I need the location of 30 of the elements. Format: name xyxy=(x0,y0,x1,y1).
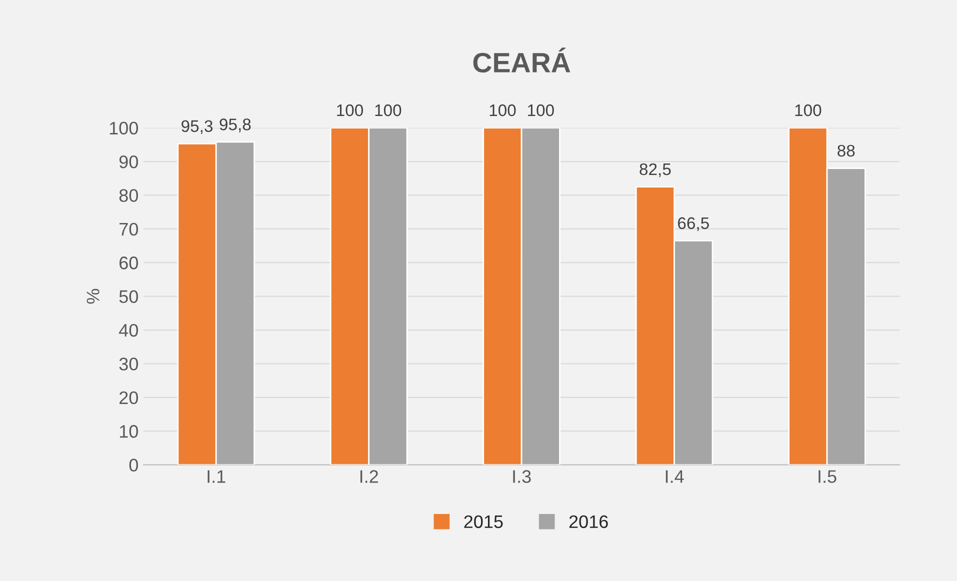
x-tick-label: I.5 xyxy=(818,470,836,483)
data-label: 100 xyxy=(528,104,554,116)
chart-title: CEARÁ xyxy=(473,48,570,73)
x-tick-label: I.4 xyxy=(666,470,684,483)
x-tick-label: I.3 xyxy=(513,470,531,483)
data-label: 95,8 xyxy=(220,118,251,132)
y-tick-label: 100 xyxy=(110,122,138,135)
data-label: 88 xyxy=(838,144,855,157)
x-tick-label: I.2 xyxy=(360,470,378,483)
data-label: 66,5 xyxy=(678,217,709,232)
data-label: 100 xyxy=(337,104,363,116)
y-tick-label: 80 xyxy=(119,189,138,202)
y-tick-label: 90 xyxy=(119,155,138,168)
data-label: 95,3 xyxy=(182,120,212,134)
legend-label: 2015 xyxy=(464,515,503,528)
y-tick-label: 60 xyxy=(120,256,138,270)
y-tick-label: 40 xyxy=(119,324,138,337)
y-tick-label: 20 xyxy=(120,391,138,404)
y-tick-label: 0 xyxy=(129,458,138,472)
y-tick-label: 30 xyxy=(119,358,138,370)
y-tick-label: 70 xyxy=(120,222,138,236)
y-axis-title: % xyxy=(86,288,100,304)
y-tick-label: 10 xyxy=(120,425,138,438)
y-tick-label: 50 xyxy=(119,290,138,304)
data-label: 100 xyxy=(375,104,402,116)
legend-label: 2016 xyxy=(569,515,608,528)
data-label: 100 xyxy=(795,104,822,116)
data-label: 82,5 xyxy=(640,163,671,178)
data-label: 100 xyxy=(490,104,516,116)
x-tick-label: I.1 xyxy=(208,470,226,483)
